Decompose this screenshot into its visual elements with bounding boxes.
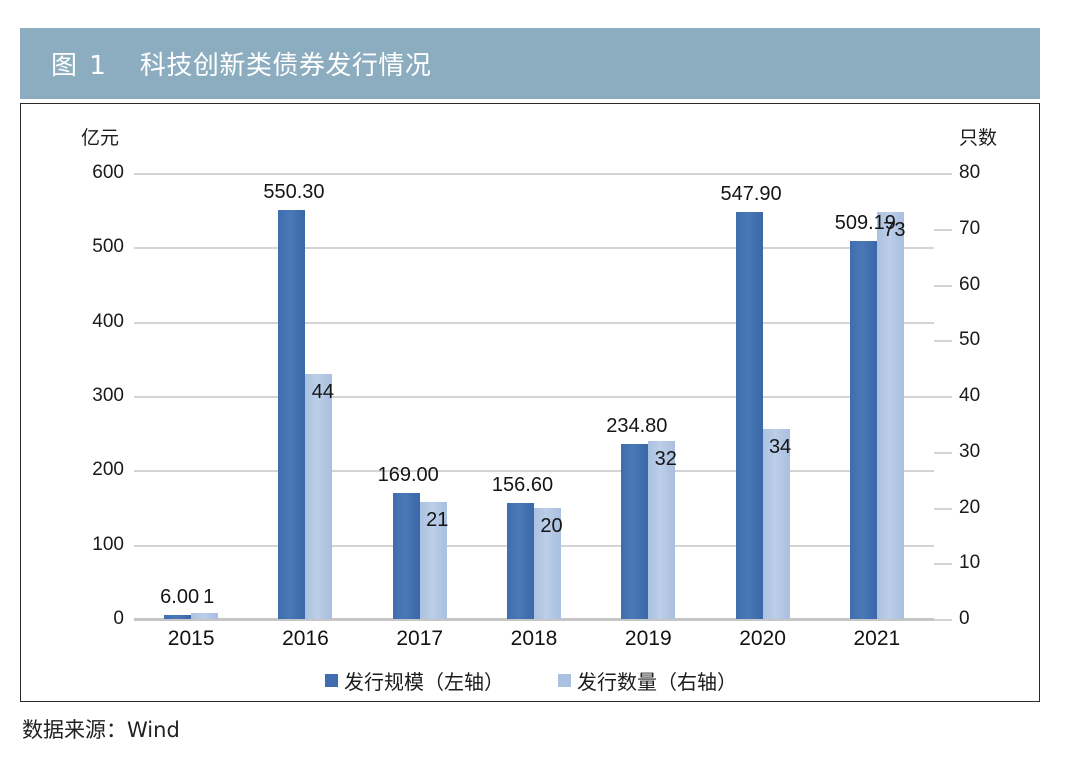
data-label-scale: 234.80: [606, 415, 668, 438]
legend-swatch-icon-scale: [325, 674, 338, 687]
x-axis-label: 2017: [396, 627, 444, 650]
bar-scale[interactable]: [735, 211, 763, 619]
legend-label-scale: 发行规模（左轴）: [344, 670, 504, 694]
data-label-count: 21: [426, 508, 449, 531]
bar-scale[interactable]: [621, 444, 649, 619]
left-axis-unit: 亿元: [81, 127, 120, 149]
gridline: [134, 321, 934, 324]
data-label-scale: 509.19: [834, 211, 896, 234]
x-axis-label: 2015: [167, 627, 215, 650]
bar-count[interactable]: [762, 429, 790, 619]
left-tick-label: 500: [92, 236, 124, 258]
data-label-count: 32: [654, 447, 677, 470]
legend-item-count[interactable]: 发行数量（右轴）: [558, 666, 737, 695]
data-label-scale: 156.60: [491, 473, 554, 496]
right-tick-mark: [934, 284, 952, 287]
right-tick-label: 60: [959, 273, 981, 295]
gridline: [134, 247, 934, 250]
bar-count[interactable]: [648, 440, 676, 619]
right-tick-mark: [934, 451, 952, 454]
right-tick-label: 40: [959, 385, 981, 406]
left-tick-label: 600: [92, 162, 124, 183]
right-tick-label: 20: [959, 496, 981, 518]
bar-scale[interactable]: [507, 502, 534, 619]
data-label-count: 20: [540, 514, 563, 537]
right-tick-label: 10: [959, 552, 981, 574]
data-label-count: 44: [311, 380, 335, 403]
plot-area: 6.00 1 550.30 44 169.00 21 156.60 20 234.80 32 547…: [134, 173, 934, 621]
right-tick-label: 50: [959, 329, 981, 351]
x-axis-baseline: [134, 618, 934, 621]
bar-scale[interactable]: [849, 240, 877, 619]
chart-legend: 发行规模（左轴） 发行数量（右轴）: [21, 666, 1041, 695]
legend-item-scale[interactable]: 发行规模（左轴）: [325, 666, 504, 695]
data-label-scale: 169.00: [377, 464, 439, 487]
x-axis-label: 2018: [510, 627, 558, 650]
bar-count[interactable]: [305, 373, 333, 619]
right-tick-label: 80: [959, 162, 981, 183]
x-axis-label: 2020: [739, 627, 786, 650]
right-tick-mark: [934, 507, 952, 510]
gridline: [134, 396, 934, 398]
source-note: 数据来源：Wind: [22, 718, 180, 742]
right-axis-unit: 只数: [959, 127, 998, 149]
data-label-scale: 550.30: [263, 180, 325, 203]
left-tick-label: 400: [92, 310, 124, 332]
data-label-scale: 6.00: [160, 585, 200, 608]
legend-label-count: 发行数量（右轴）: [577, 670, 737, 694]
bar-count[interactable]: [419, 501, 447, 619]
bar-scale[interactable]: [392, 493, 420, 619]
left-tick-label: 200: [92, 459, 124, 481]
gridline: [134, 470, 934, 473]
bar-scale[interactable]: [164, 614, 192, 619]
bar-scale[interactable]: [278, 209, 306, 619]
figure-title: 科技创新类债券发行情况: [139, 51, 432, 81]
data-label-count: 73: [883, 219, 906, 242]
bar-count[interactable]: [191, 613, 219, 619]
data-label-count: 34: [768, 436, 792, 459]
legend-swatch-icon-count: [558, 674, 571, 687]
right-tick-mark: [934, 173, 952, 175]
x-axis-label: 2019: [624, 627, 672, 650]
x-axis-label: 2016: [282, 627, 329, 650]
left-tick-label: 300: [92, 385, 124, 406]
gridline: [134, 173, 934, 175]
left-tick-label: 100: [92, 533, 124, 555]
data-label-count: 1: [203, 586, 215, 609]
bar-count[interactable]: [534, 507, 561, 619]
figure-number: 图 1: [51, 51, 108, 81]
right-tick-mark: [934, 396, 952, 398]
x-axis-label: 2021: [853, 627, 901, 650]
right-tick-label: 0: [959, 608, 970, 629]
right-tick-label: 30: [959, 440, 981, 462]
right-tick-mark: [934, 619, 952, 621]
right-tick-label: 70: [959, 217, 981, 239]
right-tick-mark: [934, 228, 952, 231]
bar-count[interactable]: [876, 212, 904, 619]
data-label-scale: 547.90: [720, 182, 782, 205]
right-tick-mark: [934, 563, 952, 566]
left-tick-label: 0: [113, 608, 124, 629]
right-tick-mark: [934, 340, 952, 343]
chart-frame: 亿元 只数 6.00 1 550.30 44 169.00 21 156.60 20 234.8…: [20, 103, 1040, 702]
figure-header-band: 图 1 科技创新类债券发行情况: [20, 28, 1040, 99]
